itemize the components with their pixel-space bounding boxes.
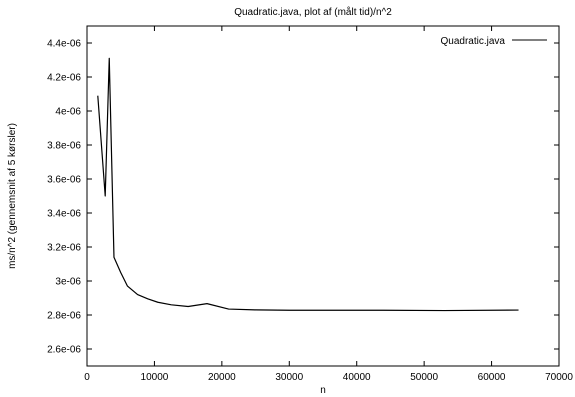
axes [86,25,560,367]
x-axis-label: n [320,385,326,396]
y-tick-label: 4.2e-06 [47,73,81,84]
legend-label: Quadratic.java [441,36,506,47]
y-axis-label: ms/n^2 (gennemsnit af 5 kørsler) [7,123,18,269]
y-tick-labels: 2.6e-06 2.8e-06 3e-06 3.2e-06 3.4e-06 3.6e-06… [47,39,81,356]
x-tick-label: 30000 [275,372,303,383]
x-tick-label: 50000 [410,372,438,383]
y-tick-label: 4e-06 [55,107,81,118]
y-tick-label: 4.4e-06 [47,39,81,50]
y-tick-label: 3.6e-06 [47,175,81,186]
y-tick-label: 2.6e-06 [47,345,81,356]
x-tick-label: 40000 [343,372,371,383]
y-tick-label: 2.8e-06 [47,311,81,322]
y-tick-label: 3.2e-06 [47,243,81,254]
x-tick-label: 70000 [545,372,573,383]
x-tick-label: 20000 [208,372,236,383]
tick-marks [86,26,560,366]
y-tick-label: 3e-06 [55,277,81,288]
x-tick-label: 60000 [478,372,506,383]
x-tick-labels: 0 10000 20000 30000 40000 50000 60000 70000 [84,372,573,383]
series-group [97,57,519,312]
series-line [97,57,519,312]
plot-frame [86,25,560,367]
chart-title: Quadratic.java, plot af (målt tid)/n^2 [234,6,392,18]
x-tick-label: 0 [84,372,90,383]
y-tick-label: 3.8e-06 [47,141,81,152]
legend: Quadratic.java [441,36,547,47]
x-tick-label: 10000 [141,372,169,383]
y-tick-label: 3.4e-06 [47,209,81,220]
